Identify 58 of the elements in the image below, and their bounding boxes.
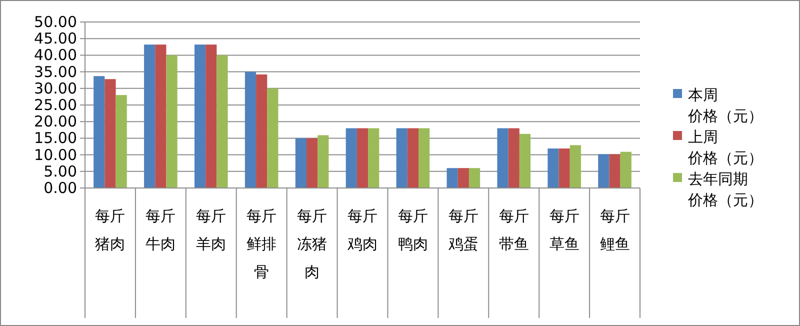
bar [446, 168, 458, 188]
bar [356, 128, 368, 188]
y-tick-label: 40.00 [34, 46, 77, 64]
x-tick-label: 每斤带鱼 [498, 207, 529, 253]
bar [396, 128, 408, 188]
bar [497, 128, 508, 188]
bar [558, 148, 570, 188]
bar [295, 138, 306, 188]
x-tick-label: 每斤牛肉 [146, 207, 176, 253]
x-tick-label: 每斤鲤鱼 [600, 207, 630, 253]
bar [155, 44, 166, 188]
bar [244, 72, 256, 188]
bar [609, 154, 620, 188]
x-tick-label: 每斤羊肉 [196, 207, 226, 253]
y-tick-label: 15.00 [34, 129, 77, 148]
x-tick-label: 每斤鸡蛋 [447, 207, 478, 253]
bar [206, 44, 217, 188]
bar [598, 154, 610, 188]
legend-label: 上周价格（元） [687, 128, 763, 167]
bar [104, 79, 116, 188]
bar [194, 44, 206, 188]
y-tick-label: 50.00 [34, 13, 77, 31]
y-tick-label: 0.00 [44, 179, 77, 197]
x-tick-label: 每斤鸭肉 [398, 207, 428, 253]
bar [570, 145, 581, 188]
bar [166, 55, 178, 188]
legend-label: 去年同期价格（元） [687, 170, 763, 209]
bar [519, 134, 531, 188]
x-tick-label: 每斤冻猪肉 [297, 207, 328, 281]
y-tick-label: 25.00 [34, 96, 77, 114]
y-tick-label: 10.00 [34, 146, 77, 164]
bar [346, 128, 357, 188]
bar [418, 128, 430, 188]
bar [256, 74, 268, 188]
bar [548, 148, 559, 188]
bar [318, 135, 329, 188]
y-tick-label: 30.00 [34, 79, 77, 98]
bar [407, 128, 419, 188]
bar [368, 128, 380, 188]
y-tick-label: 5.00 [44, 162, 77, 180]
bar [468, 168, 480, 188]
bar [620, 152, 632, 188]
bar [144, 44, 156, 188]
x-tick-label: 每斤草鱼 [549, 207, 580, 253]
bar [306, 138, 318, 188]
x-tick-label: 每斤猪肉 [95, 207, 126, 253]
bar [267, 88, 278, 188]
bar [216, 55, 228, 188]
legend-label: 本周价格（元） [687, 86, 763, 125]
y-tick-label: 20.00 [34, 112, 77, 131]
bar [508, 128, 520, 188]
x-tick-label: 每斤鲜排骨 [246, 207, 277, 281]
bar [458, 168, 469, 188]
y-tick-label: 35.00 [34, 62, 77, 81]
bar [94, 76, 105, 188]
bar [116, 95, 127, 188]
x-tick-label: 每斤鸡肉 [346, 207, 378, 253]
y-tick-label: 45.00 [34, 30, 77, 48]
